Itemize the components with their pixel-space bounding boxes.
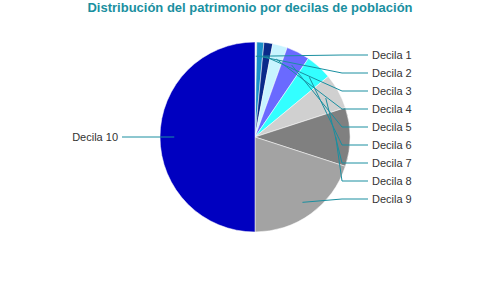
svg-text:Decila 9: Decila 9 (372, 193, 412, 205)
svg-text:Decila 8: Decila 8 (372, 175, 412, 187)
svg-text:Decila 2: Decila 2 (372, 67, 412, 79)
svg-text:Decila 3: Decila 3 (372, 85, 412, 97)
svg-text:Decila 4: Decila 4 (372, 103, 412, 115)
html-text:Distribución del patrimonio po: Distribución del patrimonio por decilas … (87, 0, 413, 15)
svg-text:Decila 6: Decila 6 (372, 139, 412, 151)
svg-text:Decila 10: Decila 10 (72, 131, 118, 143)
svg-text:Decila 7: Decila 7 (372, 157, 412, 169)
svg-text:Decila 5: Decila 5 (372, 121, 412, 133)
svg-text:Decila 1: Decila 1 (372, 49, 412, 61)
